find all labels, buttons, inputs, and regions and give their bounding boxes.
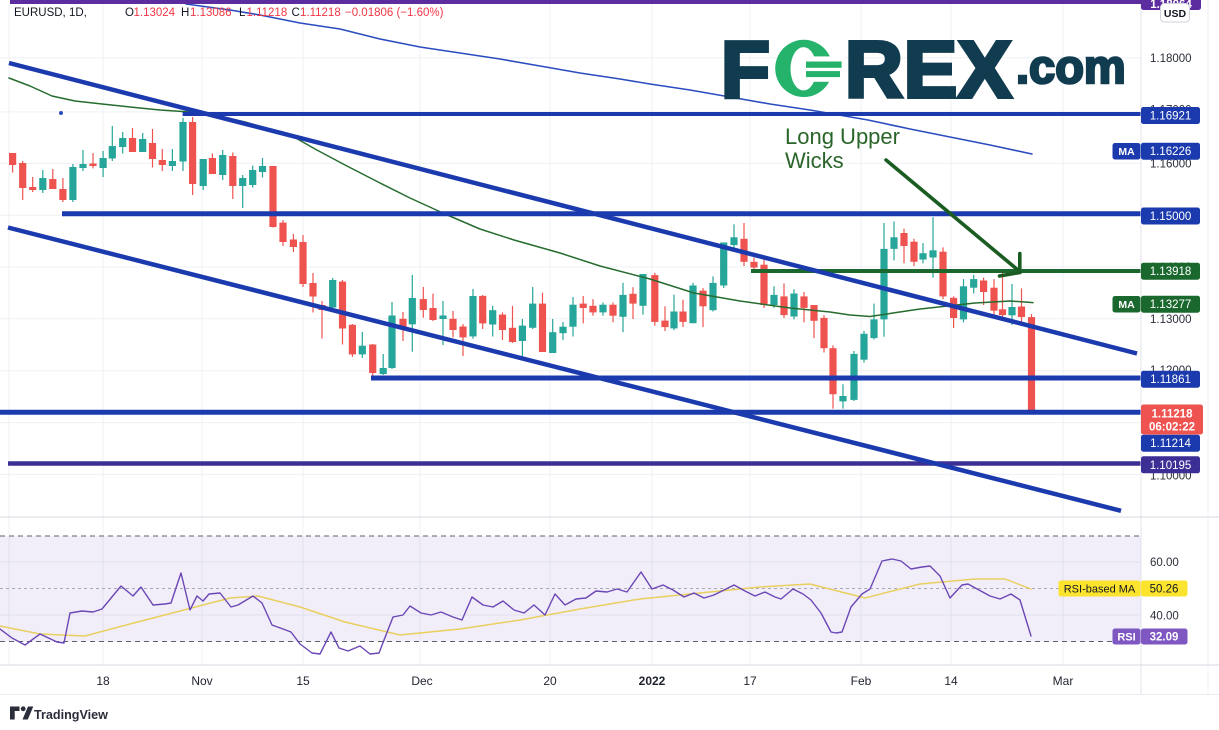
svg-text:Long Upper: Long Upper — [785, 124, 900, 149]
svg-text:1.13277: 1.13277 — [1150, 299, 1192, 311]
svg-text:1.10000: 1.10000 — [1150, 471, 1192, 483]
svg-text:F: F — [721, 25, 768, 114]
svg-text:−0.01806 (−1.60%): −0.01806 (−1.60%) — [345, 7, 444, 19]
svg-text:RSI-based MA: RSI-based MA — [1064, 584, 1136, 596]
svg-text:20: 20 — [543, 674, 557, 688]
svg-text:17: 17 — [743, 674, 757, 688]
svg-text:1.10195: 1.10195 — [1150, 460, 1192, 472]
svg-text:1.15000: 1.15000 — [1150, 211, 1192, 223]
svg-text:TradingView: TradingView — [34, 708, 108, 722]
svg-text:1.11218: 1.11218 — [1152, 409, 1194, 421]
svg-text:EURUSD, 1D,: EURUSD, 1D, — [14, 7, 87, 19]
svg-text:1.13918: 1.13918 — [1150, 266, 1192, 278]
svg-text:1.11214: 1.11214 — [1150, 438, 1191, 450]
svg-text:MA: MA — [1118, 299, 1135, 311]
svg-text:60.00: 60.00 — [1150, 557, 1179, 569]
svg-text:H: H — [181, 7, 189, 19]
svg-text:1.18000: 1.18000 — [1150, 53, 1192, 65]
svg-text:1.16000: 1.16000 — [1150, 158, 1192, 170]
svg-text:1.11861: 1.11861 — [1150, 374, 1191, 386]
svg-text:Nov: Nov — [191, 674, 212, 688]
svg-text:O: O — [125, 7, 134, 19]
svg-text:1.13024: 1.13024 — [134, 7, 176, 19]
svg-text:32.09: 32.09 — [1150, 632, 1179, 644]
svg-text:1.13086: 1.13086 — [190, 7, 232, 19]
svg-text:Wicks: Wicks — [785, 148, 844, 173]
svg-text:1.13000: 1.13000 — [1150, 314, 1192, 326]
svg-text:14: 14 — [944, 674, 958, 688]
svg-text:06:02:22: 06:02:22 — [1149, 422, 1195, 434]
svg-text:.com: .com — [1016, 40, 1126, 93]
svg-text:RSI: RSI — [1117, 632, 1135, 644]
svg-text:1.11218: 1.11218 — [247, 7, 288, 19]
svg-text:1.16226: 1.16226 — [1150, 146, 1192, 158]
svg-text:MA: MA — [1118, 146, 1135, 158]
svg-text:2022: 2022 — [639, 674, 666, 688]
svg-text:1.16921: 1.16921 — [1150, 111, 1192, 123]
svg-text:15: 15 — [296, 674, 310, 688]
svg-text:USD: USD — [1164, 8, 1187, 20]
svg-text:C: C — [292, 7, 300, 19]
svg-text:Mar: Mar — [1053, 674, 1074, 688]
svg-text:40.00: 40.00 — [1150, 611, 1179, 623]
svg-text:REX: REX — [845, 25, 1013, 114]
svg-text:Feb: Feb — [851, 674, 872, 688]
svg-text:50.26: 50.26 — [1150, 584, 1179, 596]
svg-text:1.11218: 1.11218 — [300, 7, 341, 19]
svg-text:L: L — [239, 7, 246, 19]
svg-text:18: 18 — [96, 674, 110, 688]
svg-text:Dec: Dec — [411, 674, 432, 688]
